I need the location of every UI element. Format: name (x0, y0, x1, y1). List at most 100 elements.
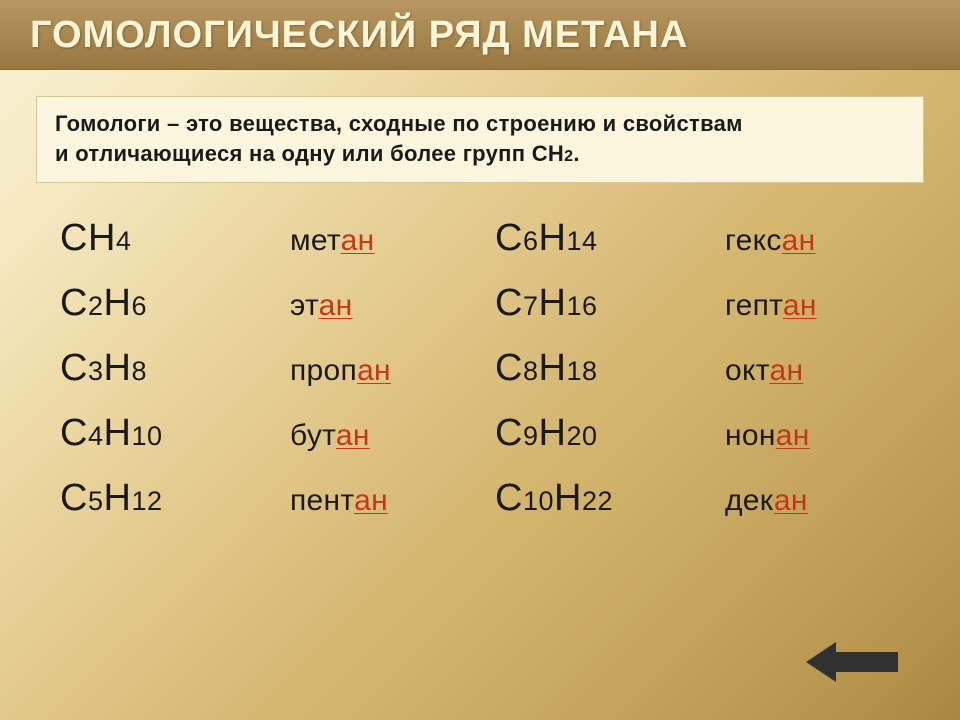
formula: С10Н22 (495, 477, 725, 520)
alkane-name: бутан (290, 419, 370, 453)
formula: С4Н10 (60, 412, 290, 455)
element2: Н (554, 477, 582, 519)
subscript1: 2 (88, 291, 104, 321)
alkane-name: гексан (725, 224, 816, 258)
name-root: дек (725, 484, 774, 517)
name-suffix: ан (336, 419, 370, 452)
subscript2: 16 (566, 291, 597, 321)
subscript1: 7 (523, 291, 539, 321)
alkane-name: октан (725, 354, 803, 388)
name-suffix: ан (769, 354, 803, 387)
formula: С3Н8 (60, 347, 290, 390)
element1: С (60, 282, 88, 324)
alkane-row: С7Н16гептан (495, 282, 910, 325)
alkane-row: С8Н18октан (495, 347, 910, 390)
element1: С (60, 412, 88, 454)
subscript2: 8 (131, 356, 147, 386)
element2: Н (538, 412, 566, 454)
alkane-name: пропан (290, 354, 391, 388)
subscript1: 9 (523, 421, 539, 451)
name-suffix: ан (341, 224, 375, 257)
slide-title: ГОМОЛОГИЧЕСКИЙ РЯД МЕТАНА (30, 14, 930, 57)
element2: Н (538, 282, 566, 324)
subscript2: 18 (566, 356, 597, 386)
name-root: бут (290, 419, 336, 452)
formula: С9Н20 (495, 412, 725, 455)
left-column: СН4метанС2Н6этанС3Н8пропанС4Н10бутанС5Н1… (60, 217, 475, 542)
name-root: окт (725, 354, 769, 387)
definition-suffix: . (573, 141, 579, 166)
subscript1: 5 (88, 486, 104, 516)
definition-text: Гомологи – это вещества, сходные по стро… (55, 109, 905, 168)
subscript1: 6 (523, 226, 539, 256)
subscript1: 10 (523, 486, 554, 516)
element1: С (495, 412, 523, 454)
element2: Н (103, 347, 131, 389)
formula: С7Н16 (495, 282, 725, 325)
subscript2: 10 (131, 421, 162, 451)
subscript2: 12 (131, 486, 162, 516)
name-root: пент (290, 484, 354, 517)
element1: С (495, 477, 523, 519)
alkane-row: СН4метан (60, 217, 475, 260)
name-suffix: ан (319, 289, 353, 322)
subscript2: 14 (566, 226, 597, 256)
element2: Н (103, 477, 131, 519)
subscript1: 3 (88, 356, 104, 386)
formula: С5Н12 (60, 477, 290, 520)
definition-line1: Гомологи – это вещества, сходные по стро… (55, 111, 743, 136)
element2: Н (88, 217, 116, 259)
subscript2: 20 (566, 421, 597, 451)
alkane-name: пентан (290, 484, 388, 518)
element2: Н (538, 347, 566, 389)
alkane-name: этан (290, 289, 353, 323)
name-suffix: ан (782, 224, 816, 257)
element2: Н (103, 412, 131, 454)
definition-sub: 2 (564, 148, 573, 165)
right-column: С6Н14гексанС7Н16гептанС8Н18октанС9Н20нон… (495, 217, 910, 542)
element2: Н (103, 282, 131, 324)
back-arrow-icon[interactable] (806, 640, 898, 684)
name-root: нон (725, 419, 776, 452)
title-bar: ГОМОЛОГИЧЕСКИЙ РЯД МЕТАНА (0, 0, 960, 70)
content-area: СН4метанС2Н6этанС3Н8пропанС4Н10бутанС5Н1… (0, 183, 960, 542)
alkane-name: гептан (725, 289, 817, 323)
definition-line2: и отличающиеся на одну или более групп С… (55, 141, 564, 166)
formula: СН4 (60, 217, 290, 260)
alkane-name: метан (290, 224, 374, 258)
alkane-row: С10Н22декан (495, 477, 910, 520)
element1: С (60, 347, 88, 389)
element1: С (495, 347, 523, 389)
subscript2: 4 (116, 226, 132, 256)
name-root: гепт (725, 289, 783, 322)
alkane-row: С4Н10бутан (60, 412, 475, 455)
subscript1: 8 (523, 356, 539, 386)
name-suffix: ан (776, 419, 810, 452)
alkane-name: нонан (725, 419, 810, 453)
alkane-name: декан (725, 484, 808, 518)
subscript1: 4 (88, 421, 104, 451)
formula: С2Н6 (60, 282, 290, 325)
alkane-row: С2Н6этан (60, 282, 475, 325)
definition-box: Гомологи – это вещества, сходные по стро… (36, 96, 924, 183)
element1: С (495, 217, 523, 259)
name-root: мет (290, 224, 341, 257)
name-root: гекс (725, 224, 782, 257)
element1: С (60, 477, 88, 519)
name-root: эт (290, 289, 319, 322)
formula: С6Н14 (495, 217, 725, 260)
subscript2: 22 (582, 486, 613, 516)
name-suffix: ан (774, 484, 808, 517)
alkane-row: С6Н14гексан (495, 217, 910, 260)
alkane-row: С9Н20нонан (495, 412, 910, 455)
name-suffix: ан (783, 289, 817, 322)
name-suffix: ан (357, 354, 391, 387)
slide: ГОМОЛОГИЧЕСКИЙ РЯД МЕТАНА Гомологи – это… (0, 0, 960, 720)
element1: С (495, 282, 523, 324)
element1: С (60, 217, 88, 259)
formula: С8Н18 (495, 347, 725, 390)
element2: Н (538, 217, 566, 259)
name-suffix: ан (354, 484, 388, 517)
name-root: проп (290, 354, 357, 387)
subscript2: 6 (131, 291, 147, 321)
